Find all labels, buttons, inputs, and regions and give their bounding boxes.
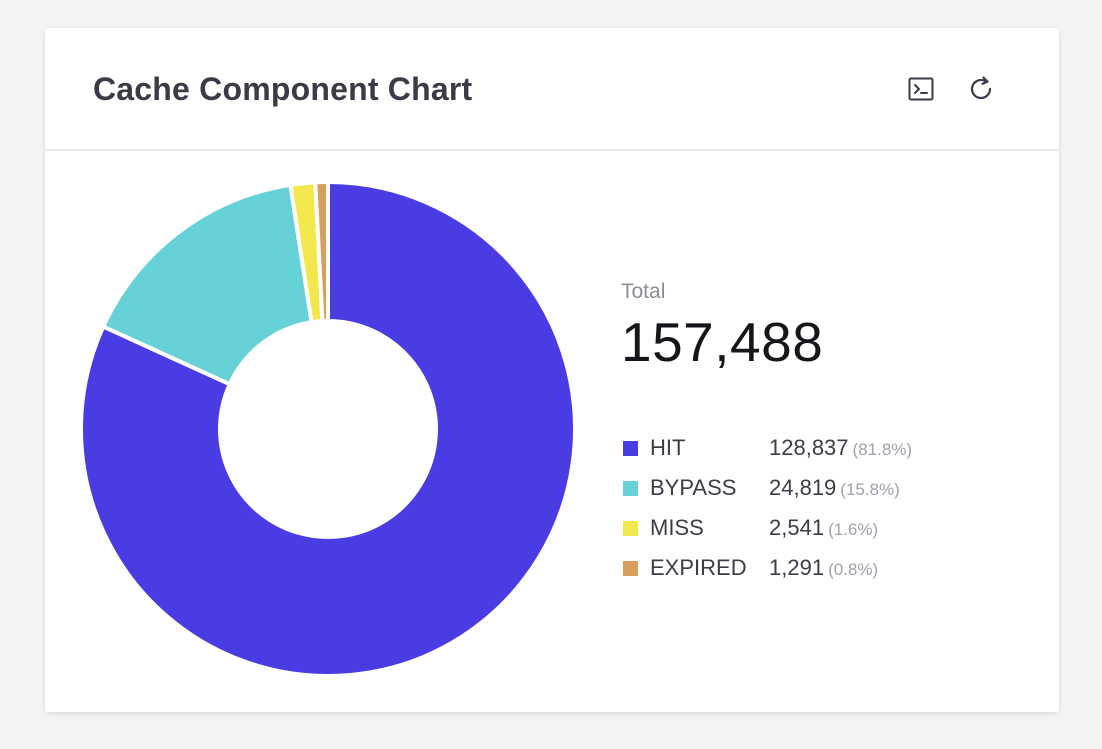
terminal-button[interactable] [904,72,938,106]
total-value: 157,488 [621,311,824,373]
legend-swatch [623,520,638,536]
legend-value: 24,819 (15.8%) [769,475,900,501]
legend-swatch [623,560,638,576]
card-title: Cache Component Chart [93,71,473,107]
donut-slice-hit[interactable] [81,182,575,676]
donut-chart [81,182,575,676]
terminal-icon [908,77,934,101]
refresh-button[interactable] [964,72,998,106]
legend-count: 24,819 [769,475,837,500]
legend-item-miss[interactable]: MISS 2,541 (1.6%) [623,508,878,548]
legend-count: 1,291 [769,555,825,580]
legend-swatch [623,440,638,456]
legend-item-hit[interactable]: HIT 128,837 (81.8%) [623,428,912,468]
legend-percent: (1.6%) [828,520,879,539]
donut-chart-svg [81,182,575,676]
chart-legend: HIT 128,837 (81.8%) BYPASS 24,819 (15.8%) MISS… [623,428,912,588]
legend-count: 2,541 [769,515,825,540]
legend-value: 1,291 (0.8%) [769,555,878,581]
legend-item-bypass[interactable]: BYPASS 24,819 (15.8%) [623,468,900,508]
cache-component-card: Cache Component Chart Total 157,488 HIT 1… [45,28,1059,712]
legend-count: 128,837 [769,435,849,460]
total-summary: Total 157,488 [621,280,823,374]
legend-swatch [623,480,638,496]
legend-label: EXPIRED [650,555,747,580]
donut-slice-bypass[interactable] [100,182,314,387]
card-header: Cache Component Chart [45,28,1059,151]
total-label: Total [621,280,666,303]
legend-percent: (0.8%) [828,560,879,579]
legend-label: MISS [650,515,704,540]
refresh-icon [970,76,992,100]
legend-label: HIT [650,435,686,460]
legend-label: BYPASS [650,475,737,500]
legend-value: 2,541 (1.6%) [769,515,878,541]
legend-percent: (81.8%) [852,440,913,459]
legend-percent: (15.8%) [840,480,900,499]
legend-value: 128,837 (81.8%) [769,435,912,461]
donut-slice-expired[interactable] [313,182,330,324]
legend-item-expired[interactable]: EXPIRED 1,291 (0.8%) [623,548,878,588]
